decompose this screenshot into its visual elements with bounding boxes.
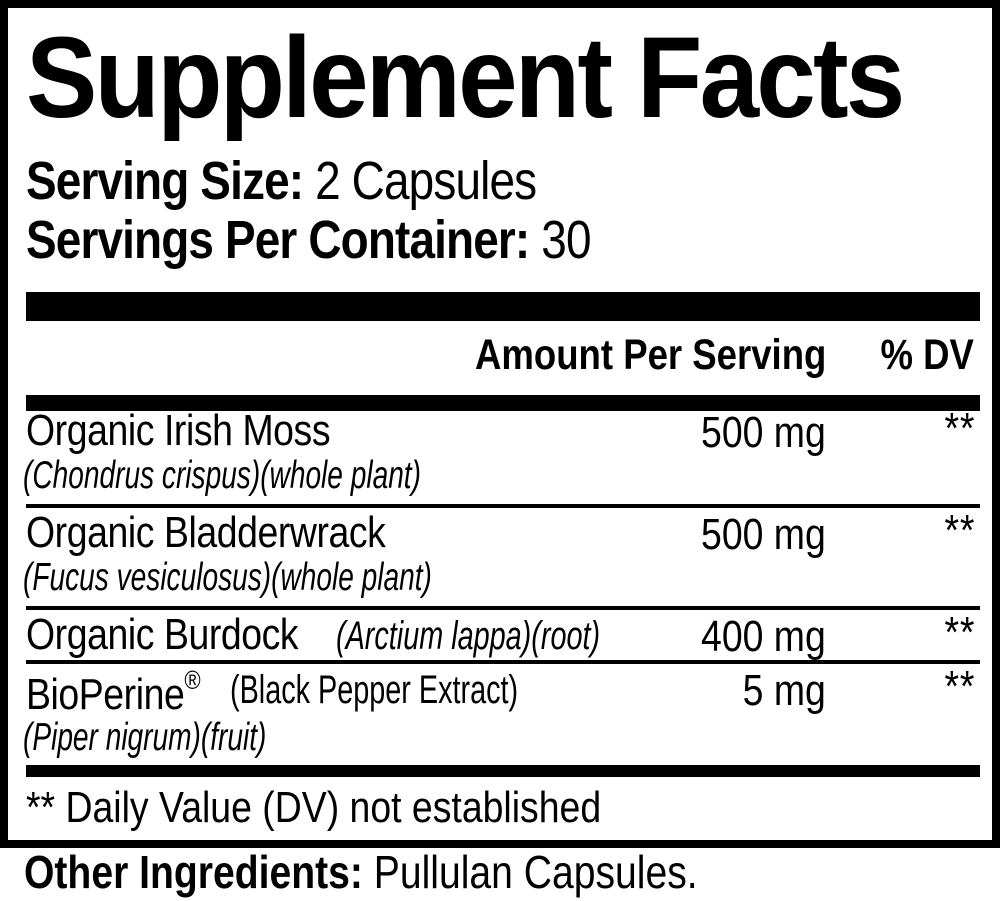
ingredient-amount: 400 mg [701,612,826,661]
divider-above-footnote [26,765,980,777]
ingredient-botanical-detail: (Piper nigrum)(fruit) [23,716,267,759]
ingredient-dv: ** [944,506,975,555]
registered-trademark-symbol: ® [184,665,201,695]
other-ingredients-line: Other Ingredients: Pullulan Capsules. [24,849,817,895]
panel-title-text: Supplement Facts [26,14,905,142]
ingredient-name: BioPerine® [26,665,201,719]
other-ingredients-label: Other Ingredients: [24,846,363,898]
ingredient-name: Organic Irish Moss [26,406,331,455]
thick-divider-top [26,292,980,321]
ingredient-botanical-detail: (Chondrus crispus)(whole plant) [23,454,421,497]
ingredient-inline-note: (Black Pepper Extract) [230,668,519,712]
ingredient-dv: ** [944,662,975,711]
ingredient-name: Organic Bladderwrack [26,508,386,557]
servings-per-container-label: Servings Per Container: [26,210,530,270]
ingredient-inline-note: (Arctium lappa)(root) [336,614,601,658]
ingredient-amount: 5 mg [742,666,826,715]
column-header-dv: % DV [880,331,974,379]
row-separator [26,504,980,508]
ingredient-amount: 500 mg [701,408,826,457]
serving-size-value: 2 Capsules [315,151,537,211]
serving-size-label: Serving Size: [26,151,304,211]
panel-title: Supplement Facts [26,18,968,139]
servings-per-container-line: Servings Per Container: 30 [26,213,690,267]
divider-under-header [26,395,980,411]
row-separator [26,660,980,664]
facts-panel: Supplement Facts Serving Size: 2 Capsule… [0,0,1000,848]
column-header-amount: Amount Per Serving [474,331,826,379]
ingredient-name: Organic Burdock [26,610,299,659]
ingredient-botanical-detail: (Fucus vesiculosus)(whole plant) [23,556,432,599]
ingredient-dv: ** [944,608,975,657]
ingredient-dv: ** [944,404,975,453]
ingredient-amount: 500 mg [701,510,826,559]
other-ingredients-value: Pullulan Capsules. [373,846,698,898]
servings-per-container-value: 30 [541,210,591,270]
row-separator [26,606,980,610]
daily-value-footnote: ** Daily Value (DV) not established [26,783,602,832]
serving-size-line: Serving Size: 2 Capsules [26,154,626,208]
